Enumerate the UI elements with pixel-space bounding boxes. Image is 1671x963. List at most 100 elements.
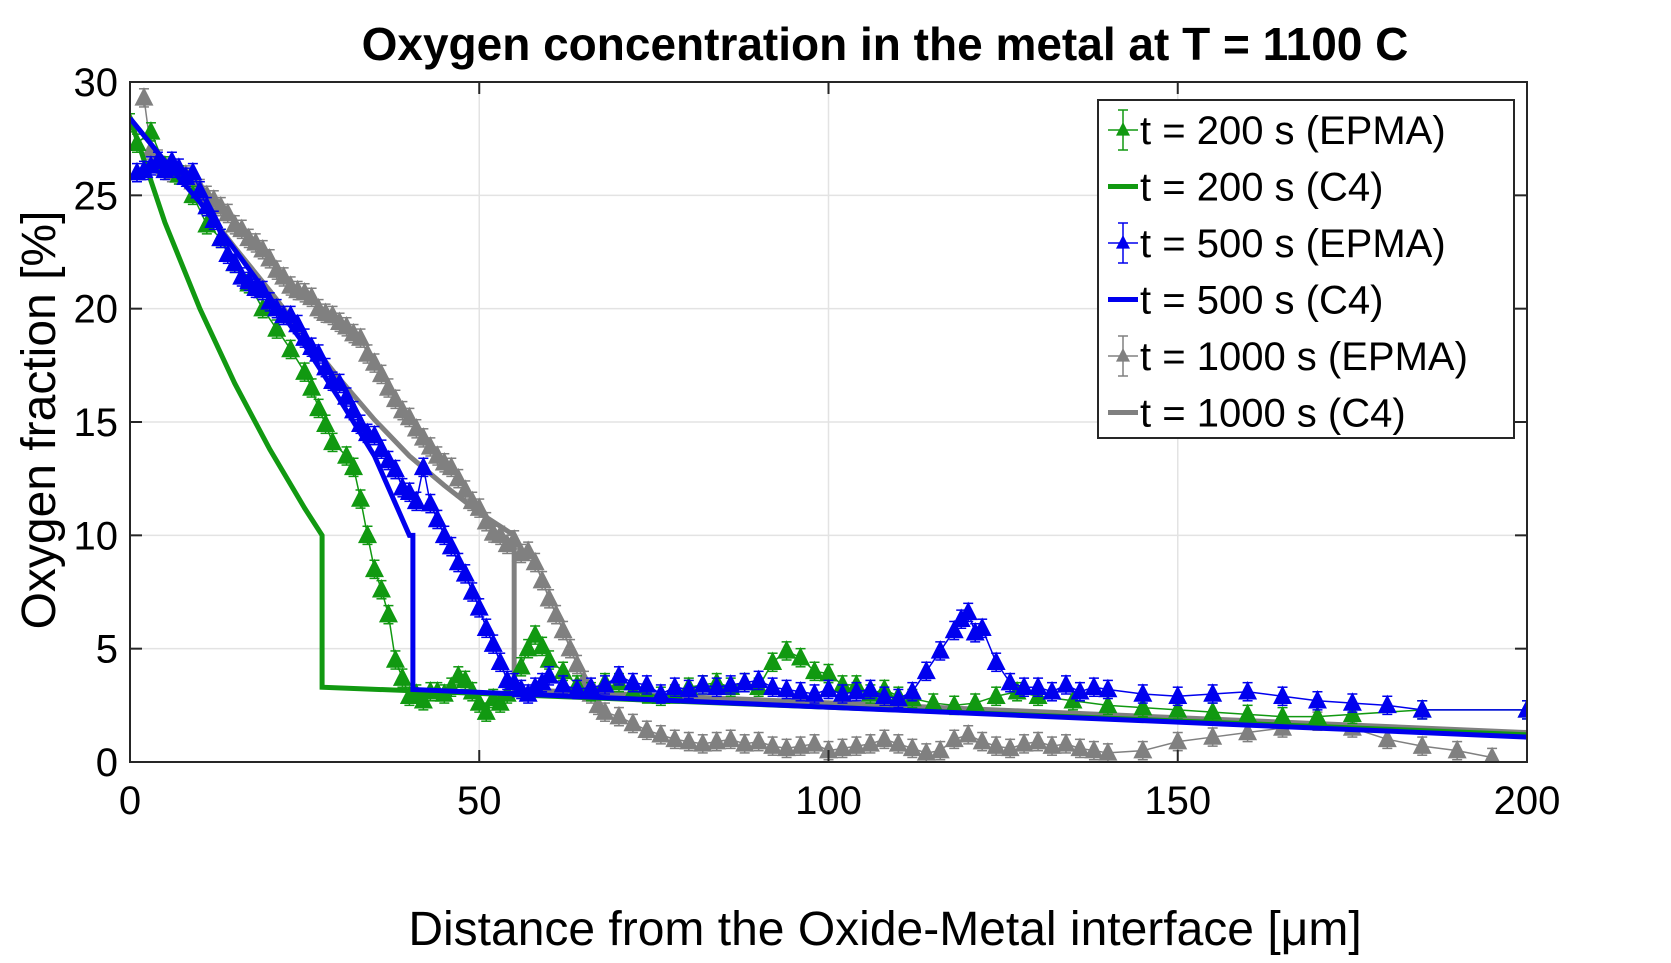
data-point bbox=[1014, 733, 1034, 752]
data-point bbox=[1133, 683, 1153, 702]
data-point bbox=[930, 640, 950, 659]
data-point bbox=[791, 680, 811, 700]
data-point bbox=[595, 701, 615, 720]
data-point bbox=[448, 467, 468, 487]
data-point bbox=[490, 651, 510, 671]
data-point bbox=[1377, 728, 1397, 748]
data-point bbox=[665, 728, 685, 748]
data-point bbox=[448, 551, 468, 571]
series-layer bbox=[130, 87, 1527, 762]
y-tick-label: 15 bbox=[74, 401, 119, 445]
data-point bbox=[371, 578, 391, 598]
data-point bbox=[469, 597, 489, 616]
data-point bbox=[371, 363, 391, 383]
data-point bbox=[902, 737, 922, 757]
data-point bbox=[560, 637, 580, 657]
y-tick-label: 10 bbox=[74, 514, 119, 558]
data-point bbox=[434, 524, 454, 544]
data-point bbox=[378, 377, 398, 396]
data-point bbox=[888, 733, 908, 752]
data-point bbox=[944, 728, 964, 748]
data-point bbox=[260, 248, 280, 267]
data-point bbox=[1307, 690, 1327, 709]
data-point bbox=[351, 488, 371, 507]
legend-marker bbox=[1115, 348, 1131, 362]
data-point bbox=[413, 690, 433, 709]
series-line bbox=[130, 116, 1527, 740]
data-point bbox=[378, 449, 398, 469]
data-point bbox=[518, 637, 538, 657]
data-point bbox=[1168, 730, 1188, 750]
data-point bbox=[986, 651, 1006, 671]
data-point bbox=[860, 733, 880, 752]
series-3 bbox=[130, 116, 1527, 740]
legend-entry: t = 1000 s (C4) bbox=[1108, 392, 1406, 436]
data-point bbox=[972, 730, 992, 750]
data-point bbox=[183, 161, 203, 181]
data-point bbox=[218, 243, 238, 263]
legend-label: t = 500 s (EPMA) bbox=[1140, 222, 1446, 266]
data-point bbox=[916, 742, 936, 761]
data-point bbox=[763, 735, 783, 754]
data-point bbox=[218, 202, 238, 222]
data-point bbox=[567, 653, 587, 673]
x-tick-label: 200 bbox=[1494, 779, 1561, 823]
data-point bbox=[357, 524, 377, 544]
x-axis-ticks: 0 50 100 150 200 bbox=[119, 82, 1561, 823]
data-point bbox=[364, 352, 384, 371]
data-point bbox=[1014, 676, 1034, 695]
legend-label: t = 500 s (C4) bbox=[1140, 279, 1383, 323]
legend-label: t = 200 s (C4) bbox=[1140, 166, 1383, 210]
data-point bbox=[763, 676, 783, 695]
data-point bbox=[232, 218, 252, 238]
data-point bbox=[1412, 735, 1432, 754]
data-point bbox=[134, 87, 154, 106]
legend-entry: t = 200 s (C4) bbox=[1108, 166, 1383, 210]
data-point bbox=[441, 456, 461, 476]
data-point bbox=[330, 372, 350, 392]
data-point bbox=[413, 456, 433, 476]
data-point bbox=[958, 601, 978, 621]
data-point bbox=[874, 728, 894, 748]
y-tick-label: 0 bbox=[96, 741, 118, 785]
data-point bbox=[1273, 685, 1293, 705]
data-point bbox=[805, 733, 825, 752]
data-point bbox=[1238, 721, 1258, 741]
data-point bbox=[1000, 737, 1020, 757]
data-point bbox=[1070, 737, 1090, 757]
data-point bbox=[295, 361, 315, 380]
data-point bbox=[351, 327, 371, 346]
data-point bbox=[1342, 703, 1362, 723]
data-point bbox=[791, 735, 811, 754]
x-tick-label: 150 bbox=[1144, 779, 1211, 823]
data-point bbox=[518, 540, 538, 559]
data-point bbox=[749, 730, 769, 750]
data-point bbox=[546, 603, 566, 623]
data-point bbox=[707, 730, 727, 750]
data-point bbox=[972, 617, 992, 637]
data-point bbox=[1056, 733, 1076, 752]
data-point bbox=[553, 674, 573, 693]
data-point bbox=[623, 712, 643, 732]
x-tick-label: 100 bbox=[795, 779, 862, 823]
legend: t = 200 s (EPMA) t = 200 s (C4) t = 500 s … bbox=[1097, 99, 1515, 439]
legend-label: t = 1000 s (C4) bbox=[1140, 392, 1406, 436]
data-point bbox=[1133, 739, 1153, 759]
data-point bbox=[637, 674, 657, 693]
data-point bbox=[253, 238, 273, 258]
data-point bbox=[316, 413, 336, 433]
data-point bbox=[805, 660, 825, 680]
data-point bbox=[1084, 739, 1104, 759]
data-point bbox=[721, 728, 741, 748]
data-point bbox=[986, 685, 1006, 705]
data-point bbox=[385, 458, 405, 478]
data-point bbox=[623, 671, 643, 691]
y-axis-label: Oxygen fraction [%] bbox=[13, 211, 66, 630]
data-point bbox=[1484, 746, 1500, 762]
data-point bbox=[539, 588, 559, 607]
data-point bbox=[777, 678, 797, 698]
data-point bbox=[406, 490, 426, 510]
data-point bbox=[455, 563, 475, 582]
data-point bbox=[888, 687, 908, 707]
data-point bbox=[693, 733, 713, 752]
